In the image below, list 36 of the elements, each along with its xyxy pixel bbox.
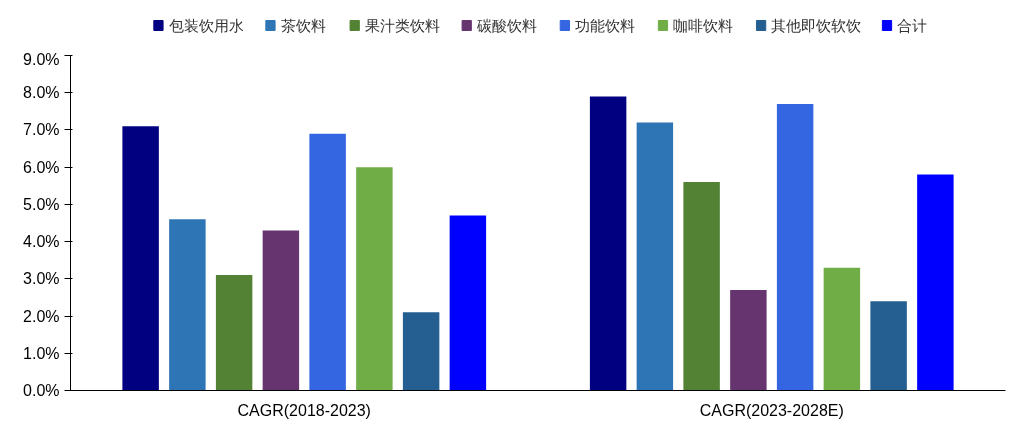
bar: [917, 174, 954, 391]
legend-label: 功能饮料: [575, 17, 636, 34]
bar: [169, 219, 206, 391]
y-tick-label: 6.0%: [23, 158, 60, 176]
bar: [215, 275, 253, 391]
bar: [122, 126, 159, 391]
y-tick-label: 0.0%: [23, 382, 60, 399]
y-tick-label: 1.0%: [23, 344, 60, 362]
bar: [356, 167, 393, 391]
bar: [683, 182, 720, 391]
y-tick-label: 9.0%: [23, 50, 60, 68]
bar: [730, 290, 767, 391]
bar: [402, 312, 440, 391]
y-tick-label: 2.0%: [23, 307, 60, 325]
bar: [776, 103, 814, 391]
bar: [262, 230, 300, 391]
legend-label: 咖啡饮料: [673, 17, 734, 34]
legend-label: 茶饮料: [280, 17, 326, 34]
x-tick-label: CAGR(2023-2028E): [699, 401, 844, 419]
legend-label: 果汁类饮料: [364, 17, 440, 34]
y-tick-label: 8.0%: [23, 84, 60, 102]
x-tick-label: CAGR(2018-2023): [237, 401, 371, 419]
legend-label: 碳酸饮料: [475, 17, 537, 34]
y-tick-label: 3.0%: [23, 270, 60, 288]
legend-label: 合计: [897, 17, 928, 34]
bar: [309, 133, 346, 391]
legend-label: 其他即饮软饮: [771, 17, 862, 34]
bar: [589, 96, 627, 391]
y-tick-label: 7.0%: [23, 121, 60, 139]
bar: [449, 215, 487, 391]
legend-label: 包装饮用水: [168, 17, 244, 34]
bar: [636, 122, 674, 391]
bar: [823, 267, 861, 391]
y-tick-label: 5.0%: [23, 195, 60, 213]
y-tick-label: 4.0%: [23, 233, 60, 251]
bar: [870, 301, 907, 391]
